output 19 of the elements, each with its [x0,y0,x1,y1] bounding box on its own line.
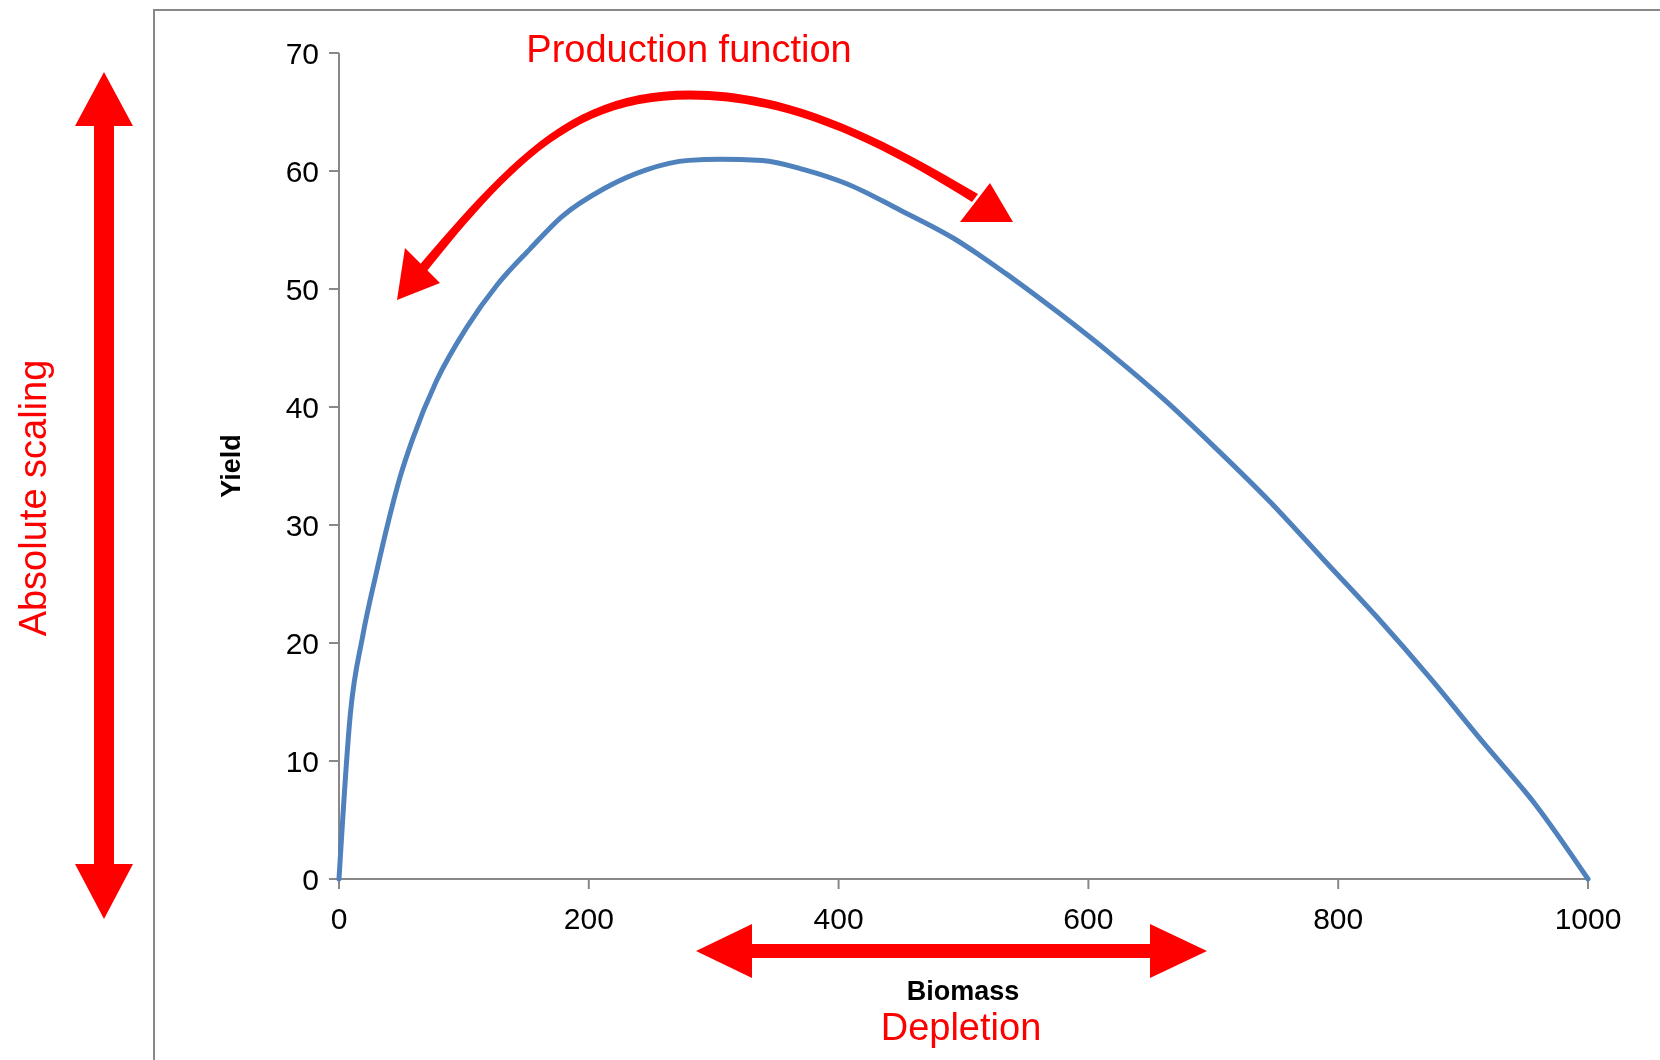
y-tick-label: 20 [285,626,319,660]
text: Absolute scaling [12,359,54,637]
y-tick-label: 0 [302,862,319,896]
y-tick-label: 30 [285,508,319,542]
x-tick-label: 1000 [1554,902,1622,935]
x-tick-label: 600 [1063,902,1114,935]
x-tick-label: 800 [1313,902,1364,935]
y-axis-title: Yield [216,434,246,498]
x-tick-label: 400 [813,902,864,935]
text: Depletion [880,1006,1042,1048]
y-tick-label: 40 [285,390,319,424]
annotation: Production function [526,28,852,70]
y-tick-label: 70 [285,36,319,70]
y-tick-label: 10 [285,744,319,778]
y-tick-label: 60 [285,154,319,188]
x-axis-title: Biomass [906,976,1020,1006]
x-tick-label: 0 [330,902,348,935]
x-tick-label: 200 [563,902,614,935]
y-tick-label: 50 [285,272,319,306]
